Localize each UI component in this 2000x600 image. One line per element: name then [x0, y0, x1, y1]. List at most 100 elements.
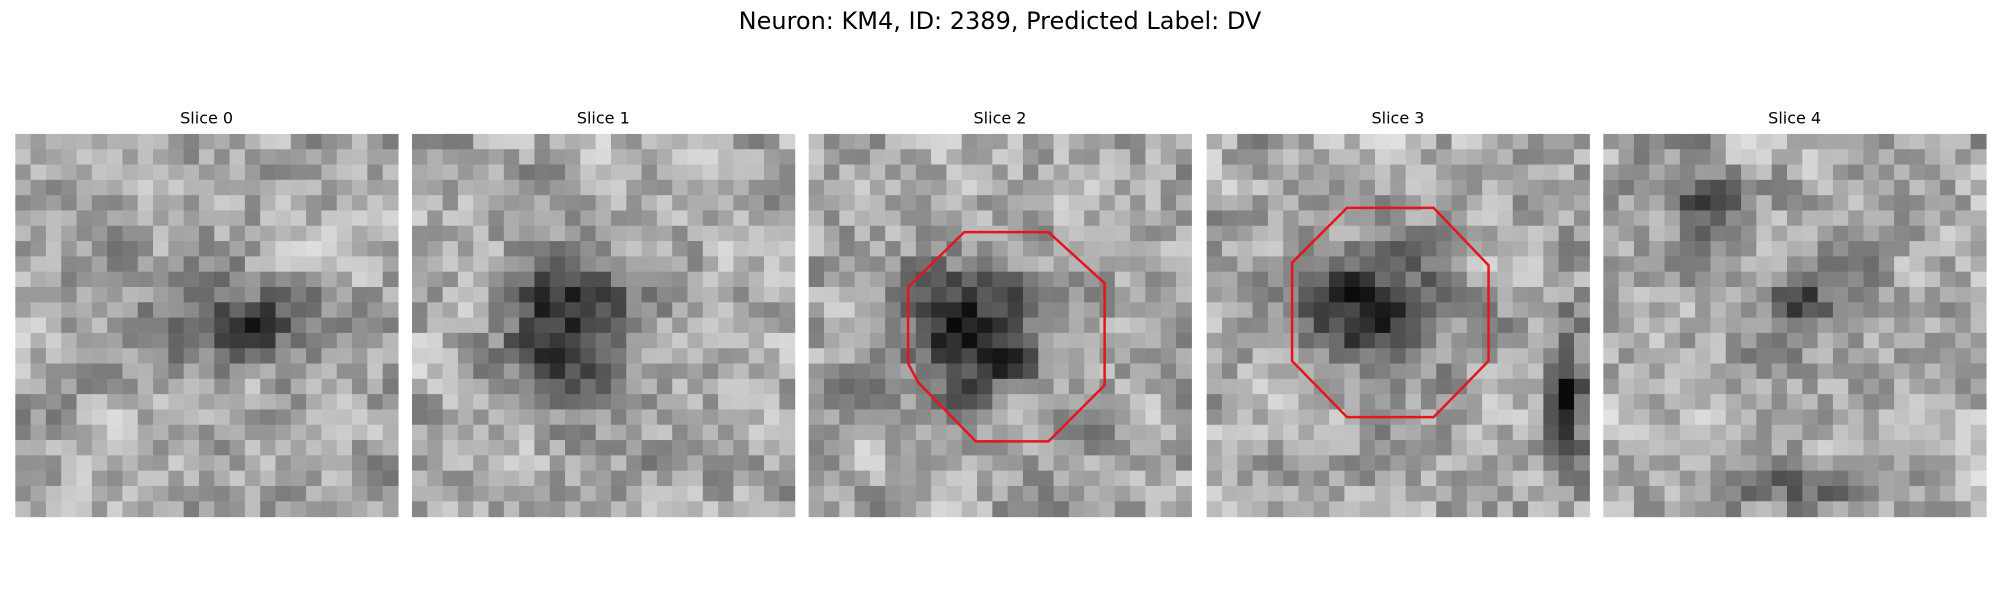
pixel	[977, 501, 993, 518]
pixel	[1710, 409, 1727, 426]
pixel	[183, 424, 200, 441]
pixel	[1038, 195, 1055, 212]
pixel	[1145, 470, 1162, 487]
pixel	[1679, 271, 1696, 288]
pixel	[1176, 455, 1192, 472]
pixel	[1558, 440, 1575, 456]
pixel	[1649, 394, 1666, 411]
pixel	[45, 164, 62, 181]
pixel	[946, 424, 963, 441]
pixel	[503, 485, 520, 502]
pixel	[733, 133, 750, 150]
pixel	[1130, 394, 1147, 411]
pixel	[275, 133, 292, 150]
pixel	[580, 348, 597, 365]
pixel	[137, 271, 154, 288]
pixel	[534, 332, 551, 349]
pixel	[977, 363, 993, 380]
pixel	[808, 302, 825, 319]
pixel	[1894, 256, 1911, 273]
pixel	[427, 501, 444, 518]
pixel	[1206, 378, 1223, 395]
pixel	[1451, 179, 1468, 196]
pixel	[1679, 485, 1696, 502]
pixel	[1710, 256, 1727, 273]
pixel	[1130, 409, 1147, 426]
pixel	[1710, 149, 1727, 166]
pixel	[336, 195, 353, 212]
pixel	[1573, 317, 1590, 334]
pixel	[1084, 241, 1101, 257]
pixel	[915, 348, 932, 365]
pixel	[1038, 378, 1055, 395]
pixel	[656, 332, 673, 349]
pixel	[91, 256, 108, 273]
pixel	[839, 424, 856, 441]
pixel	[519, 440, 536, 456]
pixel	[1221, 133, 1238, 150]
pixel	[1436, 149, 1453, 166]
pixel	[1832, 394, 1849, 411]
pixel	[900, 409, 917, 426]
pixel	[244, 302, 261, 319]
pixel	[91, 470, 108, 487]
pixel	[1543, 133, 1560, 150]
pixel	[1679, 149, 1696, 166]
pixel	[275, 485, 292, 502]
pixel	[1802, 302, 1819, 319]
pixel	[1649, 149, 1666, 166]
pixel	[1970, 424, 1987, 441]
pixel	[779, 179, 796, 196]
pixel	[1466, 271, 1483, 288]
pixel	[1802, 149, 1819, 166]
pixel	[1390, 470, 1407, 487]
pixel	[168, 332, 185, 349]
pixel	[1252, 501, 1269, 518]
pixel	[1725, 179, 1742, 196]
pixel	[1237, 225, 1254, 242]
pixel	[1160, 470, 1177, 487]
pixel	[1512, 317, 1529, 334]
pixel	[1344, 501, 1361, 518]
pixel	[1298, 378, 1315, 395]
pixel	[718, 164, 735, 181]
pixel	[915, 271, 932, 288]
pixel	[1786, 256, 1803, 273]
pixel	[1329, 363, 1345, 380]
pixel	[977, 394, 993, 411]
pixel	[1924, 440, 1941, 456]
pixel	[15, 149, 32, 166]
pixel	[1603, 348, 1620, 365]
pixel	[1084, 470, 1101, 487]
pixel	[473, 164, 490, 181]
pixel	[321, 394, 338, 411]
pixel	[1252, 241, 1269, 257]
pixel	[1603, 241, 1620, 257]
pixel	[672, 409, 689, 426]
pixel	[733, 501, 750, 518]
pixel	[656, 363, 673, 380]
pixel	[15, 164, 32, 181]
pixel	[779, 271, 796, 288]
pixel	[1558, 485, 1575, 502]
pixel	[885, 470, 902, 487]
pixel	[1160, 363, 1177, 380]
pixel	[1817, 455, 1834, 472]
pixel	[1084, 225, 1101, 242]
pixel	[733, 424, 750, 441]
pixel	[1068, 164, 1085, 181]
pixel	[1329, 409, 1345, 426]
pixel	[198, 210, 215, 227]
pixel	[1068, 440, 1085, 456]
pixel	[1053, 225, 1070, 242]
pixel	[198, 348, 215, 365]
pixel	[1436, 179, 1453, 196]
pixel	[733, 164, 750, 181]
pixel	[1313, 485, 1330, 502]
pixel	[1679, 225, 1696, 242]
pixel	[122, 164, 139, 181]
pixel	[549, 210, 566, 227]
pixel	[1649, 195, 1666, 212]
pixel	[672, 470, 689, 487]
pixel	[885, 394, 902, 411]
